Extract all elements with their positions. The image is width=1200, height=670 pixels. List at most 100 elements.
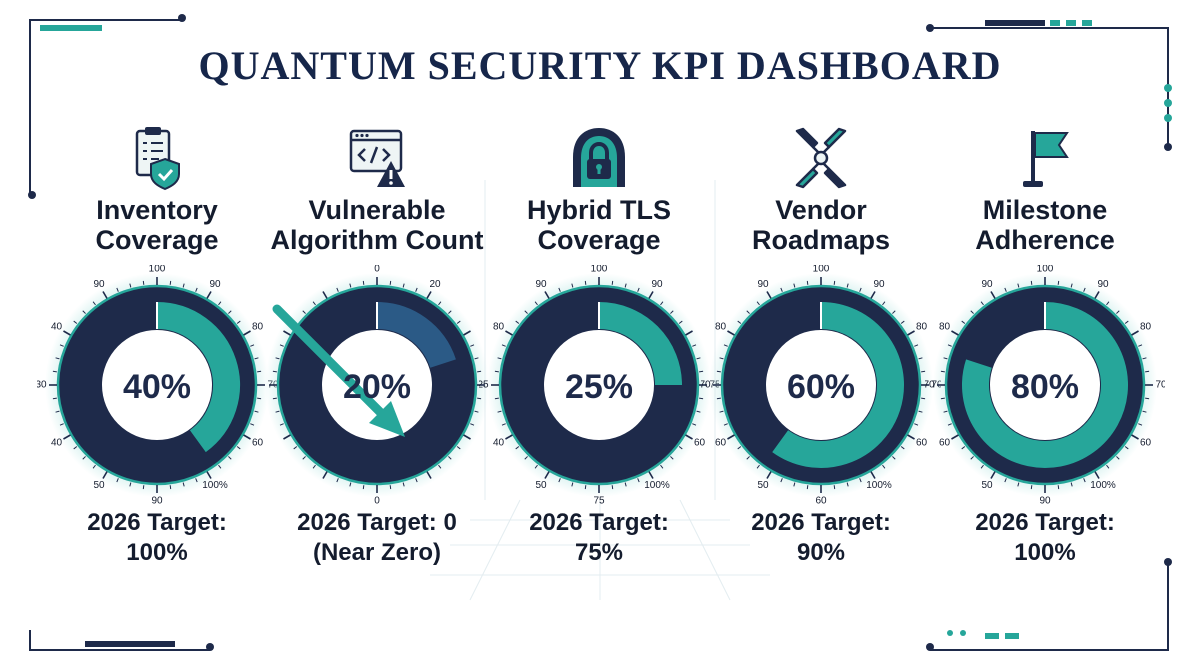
gauge-tick-mark: [846, 482, 849, 487]
gauge-tick-mark: [279, 344, 284, 347]
gauge-tick-mark: [302, 456, 306, 460]
gauge-tick-mark: [243, 434, 251, 440]
gauge-tick-label: 100: [813, 265, 830, 275]
gauge-value-arc: [156, 302, 240, 453]
gauge-tick-mark: [55, 357, 60, 360]
gauge-tick-mark: [302, 310, 306, 314]
gauge-tick-mark: [142, 485, 145, 490]
gauge-tick-mark: [921, 397, 926, 400]
gauge-tick-mark: [833, 280, 836, 285]
gauge-tick-mark: [806, 280, 809, 285]
gauge-tick-mark: [1030, 280, 1033, 285]
kpi-label: Milestone Adherence: [925, 195, 1165, 255]
gauge-tick-mark: [859, 287, 862, 292]
gauge-tick-mark: [362, 280, 365, 285]
gauge-tick-mark: [497, 357, 502, 360]
kpi-label-line: Coverage: [95, 225, 219, 255]
gauge-tick-mark: [766, 291, 772, 299]
gauge-tick-mark: [82, 456, 86, 460]
gauge-tick-mark: [1017, 482, 1020, 487]
gauge-tick-mark: [678, 320, 683, 324]
gauge-tick-mark: [544, 471, 550, 479]
gauge-tick-mark: [716, 370, 721, 373]
gauge-tick-mark: [336, 478, 339, 483]
gauge-center: [544, 330, 654, 440]
gauge-tick-mark: [907, 330, 915, 336]
gauge-chart: 100 90 80 70 60 100% 90 50 60 70 80 90 80%: [925, 265, 1165, 505]
gauge-tick-label: 70: [925, 380, 935, 391]
kpi-card: Milestone Adherence 100 90 80 70 60 100% 90 50 60 7…: [925, 125, 1165, 585]
kpi-target-line: 75%: [574, 539, 624, 566]
gauge-tick-label: 90: [1039, 496, 1051, 506]
gauge-value-arc: [376, 302, 456, 369]
gauge-tick-mark: [73, 320, 78, 324]
gauge-tick-mark: [571, 482, 574, 487]
gauge-tick-mark: [780, 478, 783, 483]
gauge-tick-mark: [402, 283, 405, 288]
gauge-center: [990, 330, 1100, 440]
gauge-tick-mark: [870, 291, 876, 299]
kpi-target-line: 2026 Target:: [975, 509, 1115, 536]
gauge-tick-mark: [501, 423, 506, 426]
gauge-tick-mark: [980, 464, 984, 469]
gauge-tick-mark: [283, 330, 291, 336]
gauge-tick-mark: [558, 287, 561, 292]
gauge-tick-mark: [660, 464, 664, 469]
kpi-target-line: 100%: [126, 539, 188, 566]
gauge-tick-mark: [52, 370, 57, 373]
gauge-tick-mark: [456, 320, 461, 324]
gauge-tick-label: 90: [151, 496, 163, 506]
gauge-tick-mark: [169, 485, 172, 490]
gauge-tick-mark: [477, 370, 482, 373]
gauge-tick-mark: [980, 301, 984, 306]
gauge-tick-mark: [272, 397, 277, 400]
gauge-tick-label: 80: [939, 322, 951, 333]
gauge-tick-mark: [63, 330, 71, 336]
gauge-tick-mark: [1030, 485, 1033, 490]
gauge-tick-mark: [218, 464, 222, 469]
kpi-label-line: Hybrid TLS: [526, 195, 671, 225]
gauge-tick-mark: [907, 434, 915, 440]
gauge-tick-mark: [312, 301, 316, 306]
kpi-card: Vulnerable Algorithm Count 0 20 0 20% 2026 Tar…: [257, 125, 497, 585]
gauge-tick-mark: [257, 397, 262, 400]
gauge-tick-mark: [515, 446, 520, 450]
gauge-tick-label: 50: [93, 480, 105, 491]
gauge-tick-mark: [1106, 464, 1110, 469]
gauge-tick-mark: [59, 344, 64, 347]
flag-icon: [1023, 131, 1069, 187]
gauge-tick-label: 60: [252, 438, 264, 449]
gauge-tick-mark: [389, 485, 392, 490]
gauge-outer-ring: [498, 284, 700, 486]
gauge-tick-mark: [756, 464, 760, 469]
gauge-tick-mark: [336, 287, 339, 292]
gauge-tick-mark: [92, 301, 96, 306]
gauge-tick-mark: [990, 471, 996, 479]
gauge-tick-mark: [243, 330, 251, 336]
gauge-tick-mark: [648, 291, 654, 299]
gauge-tick-mark: [228, 456, 232, 460]
kpi-card: Hybrid TLSCoverage100907560100%755040258…: [479, 125, 719, 585]
gauge-tick-mark: [900, 320, 905, 324]
gauge-tick-mark: [182, 482, 185, 487]
gauge-tick-mark: [914, 344, 919, 347]
gauge-tick-mark: [1083, 287, 1086, 292]
gauge-tick-mark: [914, 423, 919, 426]
gauge-tick-mark: [951, 434, 959, 440]
gauge-outer-ring: [944, 284, 1146, 486]
gauge-tick-mark: [940, 370, 945, 373]
gauge-tick-mark: [63, 434, 71, 440]
gauge-tick-mark: [470, 344, 475, 347]
gauge-tick-label: 80: [1140, 322, 1152, 333]
gauge-outer-ring: [276, 284, 478, 486]
gauge-tick-mark: [943, 410, 948, 413]
gauge-tick-label: 0: [374, 496, 380, 506]
kpi-target: 2026 Target: 100%: [37, 508, 277, 568]
gauge-tick-mark: [961, 320, 966, 324]
gauge-tick-mark: [1131, 434, 1139, 440]
gauge-tick-mark: [102, 471, 108, 479]
gauge-tick-mark: [793, 283, 796, 288]
